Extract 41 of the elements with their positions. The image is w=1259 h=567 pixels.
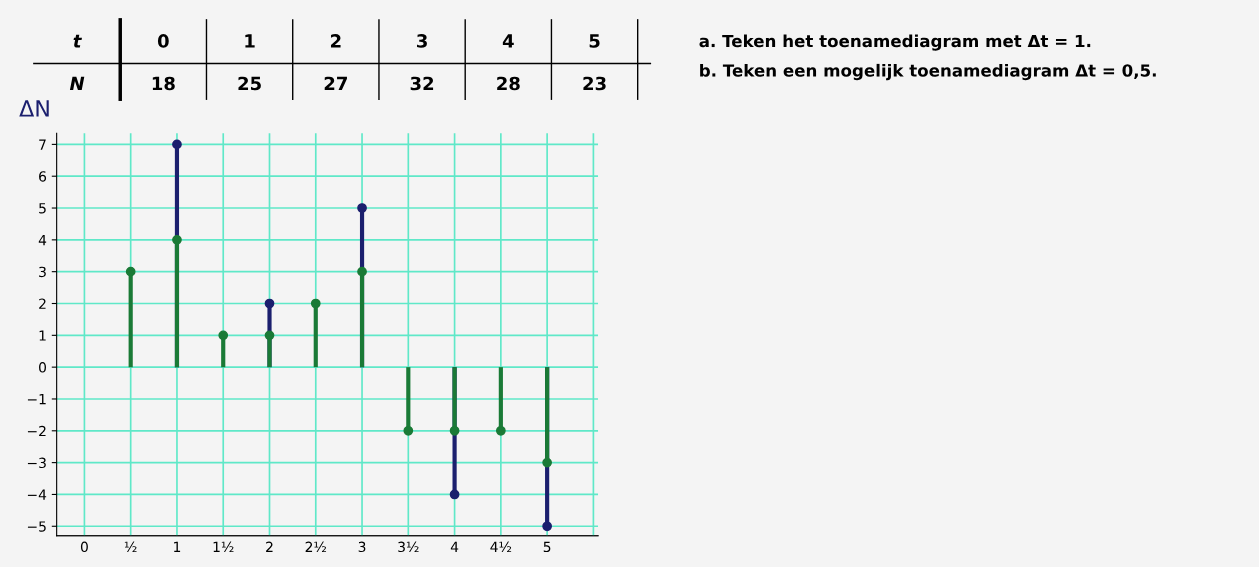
x-tick-label: ½ (124, 541, 137, 553)
y-tick-label: −2 (27, 425, 46, 437)
text: 18 (152, 76, 175, 91)
y-tick-label: −1 (27, 394, 46, 405)
x-tick-label: 4 (450, 541, 459, 552)
x-tick-label: 2½ (305, 541, 327, 553)
y-tick-label: 0 (39, 362, 47, 373)
y-tick-label: 4 (38, 235, 47, 246)
x-tick-label: 3 (358, 541, 366, 553)
text: 27 (324, 76, 347, 91)
y-tick-label: 1 (39, 330, 46, 341)
text: 28 (497, 76, 520, 91)
text: 25 (238, 76, 261, 91)
text: 0 (157, 34, 169, 48)
x-tick-label: 2 (266, 541, 273, 552)
text: 4 (502, 34, 514, 48)
x-tick-label: 1½ (213, 541, 234, 553)
text: b. Teken een mogelijk toenamediagram Δt = 0,5. (700, 63, 1156, 81)
text: a. Teken het toenamediagram met Δt = 1. (699, 34, 1091, 51)
y-tick-label: 2 (39, 298, 46, 309)
text: N (69, 76, 85, 91)
y-tick-label: 7 (39, 139, 46, 150)
y-axis-title: ΔN (19, 100, 49, 117)
text: 2 (330, 34, 341, 48)
x-tick-label: 5 (543, 541, 551, 553)
y-tick-label: 5 (39, 203, 46, 214)
y-tick-label: −5 (27, 521, 46, 532)
y-tick-label: −3 (27, 457, 46, 469)
x-tick-label: 1 (174, 541, 181, 552)
text: 5 (589, 34, 600, 48)
y-tick-label: 3 (39, 266, 46, 278)
x-tick-label: 3½ (398, 541, 419, 553)
text: 23 (583, 76, 606, 91)
x-tick-label: 4½ (490, 541, 512, 553)
text: 3 (417, 34, 427, 48)
text: 32 (410, 76, 434, 91)
text: 1 (245, 34, 255, 48)
y-tick-label: 6 (39, 171, 47, 182)
x-tick-label: 0 (80, 541, 88, 553)
y-tick-label: −4 (27, 489, 47, 500)
text: t (73, 34, 82, 48)
